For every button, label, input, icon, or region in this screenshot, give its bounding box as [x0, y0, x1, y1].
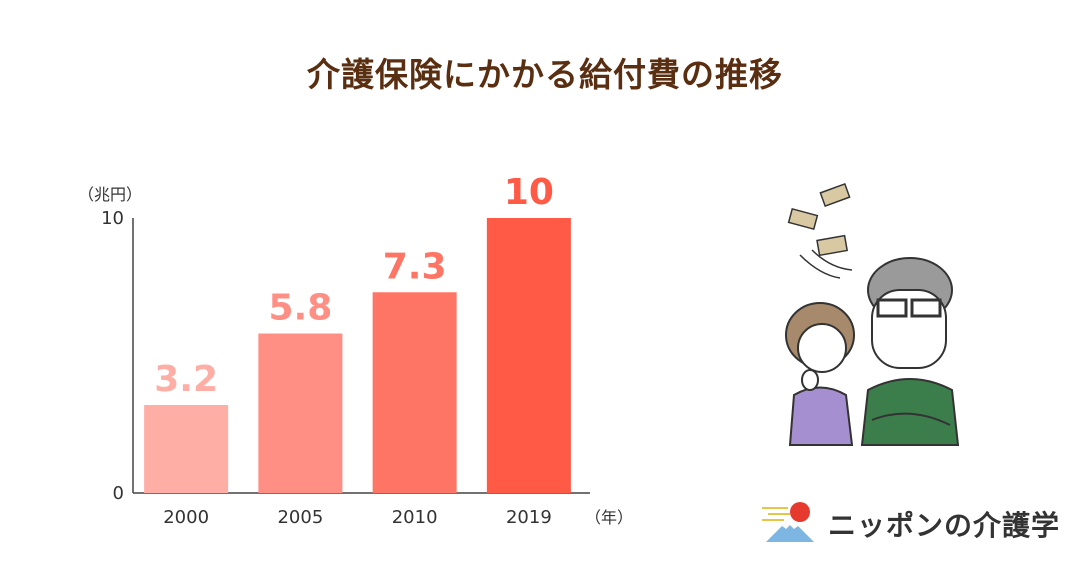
data-label-2000: 3.2	[154, 359, 218, 400]
y-axis-unit-label: （兆円）	[78, 185, 142, 204]
logo-text: ニッポンの介護学	[828, 509, 1061, 542]
y-tick-label: 0	[113, 483, 124, 504]
worried-elderly-couple-illustration	[785, 183, 960, 446]
site-logo: ニッポンの介護学	[760, 498, 1070, 546]
chart-title: 介護保険にかかる給付費の推移	[307, 55, 783, 94]
x-tick-label-2019: 2019	[506, 507, 552, 528]
elderly-man-icon	[860, 257, 960, 446]
data-label-2019: 10	[504, 172, 554, 213]
x-tick-label-2000: 2000	[163, 507, 209, 528]
elderly-woman-icon	[785, 302, 855, 446]
x-axis-unit-label: （年）	[585, 508, 633, 527]
mount-fuji-sun-logo-icon	[762, 502, 814, 542]
bar-2019	[486, 218, 571, 493]
data-label-2005: 5.8	[268, 288, 332, 329]
data-label-2010: 7.3	[383, 246, 447, 287]
bar-2005	[258, 333, 343, 493]
bar-2010	[372, 292, 457, 493]
x-tick-label-2010: 2010	[392, 507, 438, 528]
x-tick-label-2005: 2005	[277, 507, 323, 528]
bars: 3.2 2000 5.8 2005 7.3 2010 10 2019	[144, 172, 571, 528]
bar-2000	[144, 405, 229, 493]
y-tick-label: 10	[101, 208, 124, 229]
bar-chart: （兆円） （年） 0 10 3.2 2000 5.8 2005 7.3 2010 10 2019	[78, 172, 633, 528]
flying-money-icon	[787, 183, 853, 279]
